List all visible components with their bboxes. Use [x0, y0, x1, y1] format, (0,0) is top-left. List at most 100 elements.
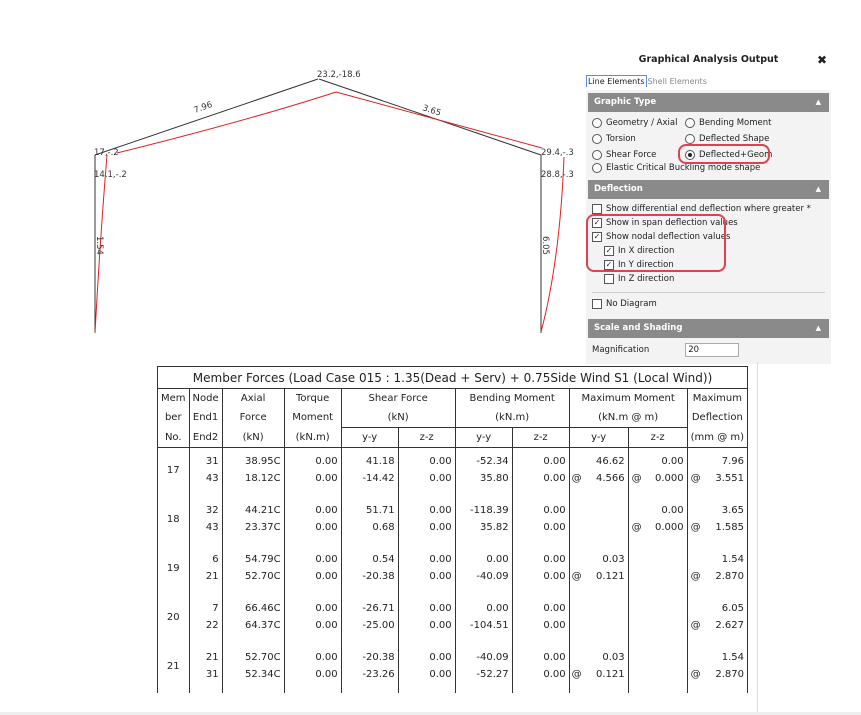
- radio-option[interactable]: Deflected Shape: [685, 134, 825, 144]
- cell-value: 0.00: [429, 456, 452, 467]
- tab-shell-elements[interactable]: Shell Elements: [647, 76, 707, 86]
- cell-value: @0.000: [631, 522, 684, 533]
- cell-torque: 0.00 0.00: [283, 546, 342, 595]
- cell-mm-zz: 0.00 @0.000: [627, 447, 688, 497]
- cell-value: 0.00: [543, 620, 566, 631]
- cell-bm-zz: 0.00 0.00 @: [511, 546, 582, 595]
- radio-icon: [685, 118, 695, 128]
- header-node-3: End2: [188, 427, 223, 448]
- checkbox-option[interactable]: Show differential end deflection where g…: [586, 202, 831, 216]
- cell-value: 0.00: [429, 620, 452, 631]
- right-eave-top-label: 29.4,-.3: [541, 148, 574, 158]
- collapse-icon[interactable]: ▲: [815, 324, 821, 332]
- cell-sf-yy: 0.54 -20.38: [340, 546, 399, 595]
- radio-option[interactable]: Deflected+Geom: [685, 150, 825, 160]
- bottom-scrollbar[interactable]: [0, 712, 861, 715]
- header-shear: Shear Force: [340, 388, 456, 408]
- tab-line-elements[interactable]: Line Elements: [586, 75, 647, 87]
- cell-value: 0.00 @: [543, 571, 582, 582]
- checkbox-option[interactable]: ✓ In X direction: [604, 246, 675, 256]
- cell-mm-zz: [627, 546, 688, 595]
- section-scale-shading[interactable]: Scale and Shading ▲: [588, 319, 829, 338]
- header-node-2: End1: [188, 408, 223, 428]
- cell-nodes: 7 22: [188, 595, 223, 644]
- highlight-deflection-options: [586, 214, 726, 272]
- right-rafter-deflected: [335, 91, 543, 149]
- cell-value: 46.62: [596, 456, 625, 467]
- header-defl-3: (mm @ m): [686, 427, 749, 448]
- cell-value: [632, 568, 684, 585]
- header-axial-2: Force: [221, 408, 285, 428]
- cell-value: 0.00: [661, 456, 684, 467]
- right-column-deflected: [540, 156, 565, 333]
- checkbox-option[interactable]: ✓ Show in span deflection values: [592, 218, 738, 228]
- cell-value: 0.00: [315, 522, 338, 533]
- checkbox-no-diagram[interactable]: No Diagram: [586, 295, 831, 311]
- cell-value: 0.00: [315, 473, 338, 484]
- magnification-label: Magnification: [592, 345, 650, 355]
- checkbox-option[interactable]: ✓ In Y direction: [604, 260, 674, 270]
- cell-value: 7.96: [721, 456, 745, 467]
- cell-bm-yy: -40.09 -52.27: [454, 644, 513, 693]
- cell-mm-zz: [627, 595, 688, 644]
- header-sf-zz: z-z: [397, 427, 456, 448]
- cell-value: 0.00: [429, 652, 452, 663]
- header-mem: Mem: [157, 388, 190, 408]
- radio-icon: [685, 150, 695, 160]
- header-bm-yy: y-y: [454, 427, 513, 448]
- cell-value: 0.00: [429, 603, 452, 614]
- section-graphic-type[interactable]: Graphic Type ▲: [588, 93, 829, 112]
- member-no: 19: [157, 546, 190, 595]
- cell-value: 0.00: [429, 571, 452, 582]
- magnification-input[interactable]: 20: [685, 343, 740, 357]
- close-icon[interactable]: ✖: [816, 53, 827, 67]
- header-axial-3: (kN): [221, 427, 285, 448]
- header-torque-3: (kN.m): [283, 427, 342, 448]
- cell-value: 64.37C: [245, 620, 281, 631]
- cell-nodes: 6 21: [188, 546, 223, 595]
- cell-value: 0.00: [315, 505, 338, 516]
- cell-value: 44.21C: [245, 505, 281, 516]
- section-deflection[interactable]: Deflection ▲: [588, 180, 829, 199]
- cell-sf-zz: 0.00 0.00: [397, 595, 456, 644]
- radio-option[interactable]: Torsion: [592, 134, 685, 144]
- cell-value: 0.00 @: [543, 669, 582, 680]
- header-shear-unit: (kN): [340, 408, 456, 428]
- cell-value: 32: [205, 505, 219, 516]
- radio-buckling[interactable]: Elastic Critical Buckling mode shape: [586, 163, 831, 177]
- cell-bm-yy: -118.39 35.82: [454, 497, 513, 546]
- header-maxmom-unit: (kN.m @ m): [568, 408, 688, 428]
- radio-icon: [592, 163, 602, 173]
- cell-value: -23.26: [362, 669, 395, 680]
- table-row: 21 21 31 52.70C 52.34C 0.00 0.00 -20.38 -23.26 0.…: [157, 644, 749, 693]
- cell-value: [632, 617, 684, 634]
- checkbox-option[interactable]: In Z direction: [586, 272, 831, 286]
- cell-value: @3.551: [690, 473, 745, 484]
- cell-nodes: 32 43: [188, 497, 223, 546]
- cell-value: -118.39: [470, 505, 509, 516]
- cell-value: 0.00: [315, 620, 338, 631]
- cell-axial: 44.21C 23.37C: [221, 497, 285, 546]
- cell-value: 0.00 @: [543, 473, 582, 484]
- collapse-icon[interactable]: ▲: [815, 185, 821, 193]
- cell-axial: 38.95C 18.12C: [221, 447, 285, 497]
- collapse-icon[interactable]: ▲: [815, 98, 821, 106]
- header-mem-3: No.: [157, 427, 190, 448]
- radio-option[interactable]: Bending Moment: [685, 118, 825, 128]
- radio-option[interactable]: Geometry / Axial: [592, 118, 685, 128]
- cell-value: 35.80: [480, 473, 509, 484]
- cell-defl: 3.65 @1.585: [686, 497, 749, 546]
- cell-axial: 52.70C 52.34C: [221, 644, 285, 693]
- cell-value: @2.870: [690, 669, 745, 680]
- cell-value: 0.00: [661, 505, 684, 516]
- checkbox-option[interactable]: ✓ Show nodal deflection values: [592, 232, 731, 242]
- checkbox-icon: ✓: [592, 218, 602, 228]
- cell-value: 0.00: [315, 571, 338, 582]
- checkbox-icon: [604, 274, 614, 284]
- cell-value: [573, 519, 625, 536]
- radio-option[interactable]: Shear Force: [592, 150, 685, 160]
- cell-axial: 54.79C 52.70C: [221, 546, 285, 595]
- deflected-lines: [94, 91, 565, 334]
- cell-value: 6: [212, 554, 219, 565]
- header-bm-zz: z-z: [511, 427, 570, 448]
